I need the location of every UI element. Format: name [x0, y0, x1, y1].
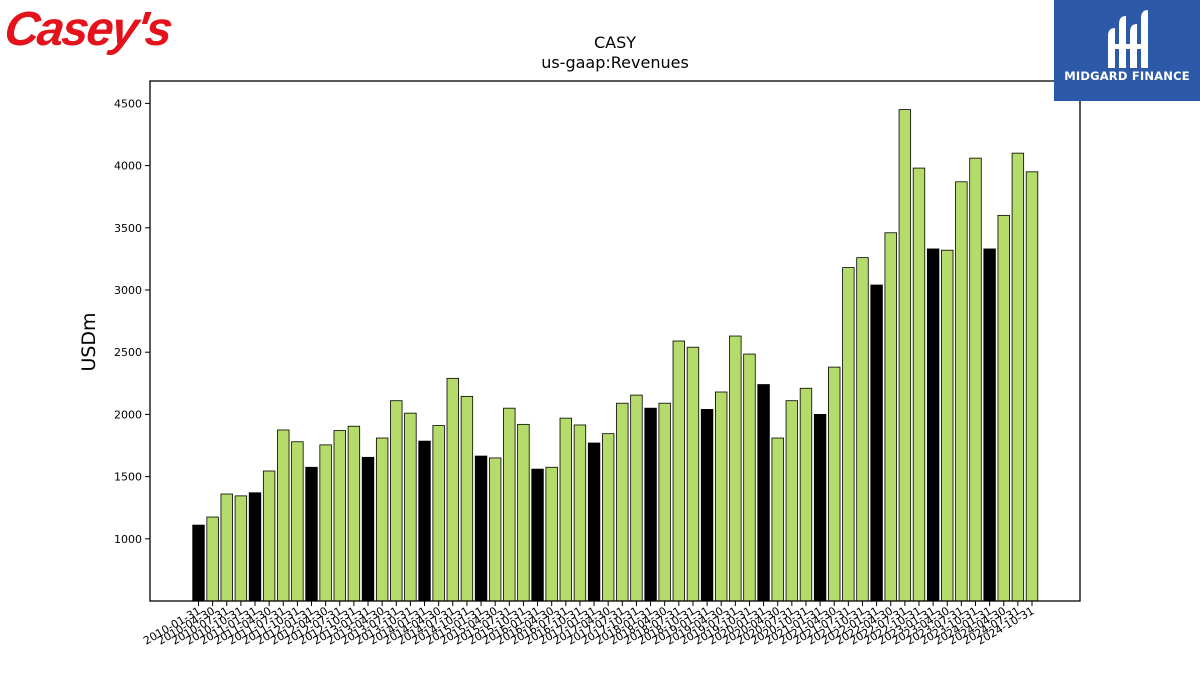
chart-subtitle: us-gaap:Revenues	[541, 53, 689, 72]
y-tick-label: 3000	[114, 284, 142, 297]
y-tick-label: 1000	[114, 533, 142, 546]
bar-2010-04-30	[206, 516, 219, 602]
bar-2024-10-31	[1025, 171, 1039, 602]
bar-2022-04-30	[884, 232, 897, 602]
bar-2018-07-31	[672, 340, 686, 602]
bar-2013-01-31	[361, 456, 375, 602]
bar-2012-04-30	[319, 444, 332, 602]
bar-2022-07-31	[898, 109, 912, 602]
bar-group	[192, 109, 1039, 602]
chart-title: CASY	[594, 33, 636, 52]
bar-2023-04-30	[941, 249, 954, 602]
bar-2019-01-31	[700, 409, 714, 602]
bar-2015-10-31	[517, 423, 530, 602]
bar-2012-01-31	[305, 466, 318, 602]
bar-2018-04-30	[658, 402, 671, 602]
bar-2020-10-31	[799, 387, 813, 602]
midgard-mark-icon	[1108, 10, 1148, 68]
bar-2017-01-31	[587, 442, 601, 602]
bar-2022-10-31	[912, 167, 926, 602]
bar-2010-01-31	[192, 524, 205, 602]
bar-2010-10-31	[234, 495, 248, 602]
bar-2019-07-31	[729, 335, 742, 602]
y-tick-label: 4500	[114, 97, 142, 110]
bar-2022-01-31	[870, 284, 883, 602]
y-tick-label: 1500	[114, 471, 142, 484]
bar-2015-01-31	[474, 455, 488, 602]
bar-2011-07-31	[277, 429, 290, 602]
bar-2019-04-30	[715, 391, 728, 602]
caseys-logo: Casey's	[1, 3, 175, 56]
bar-2013-07-31	[390, 400, 403, 602]
bar-2023-10-31	[969, 157, 982, 602]
bar-2014-07-31	[446, 377, 459, 602]
bar-2010-07-31	[220, 493, 233, 602]
bar-2020-04-30	[771, 437, 784, 602]
bar-2023-01-31	[926, 248, 940, 602]
bar-2013-10-31	[404, 412, 417, 602]
bar-2017-10-31	[630, 394, 643, 602]
y-tick-label: 2500	[114, 346, 142, 359]
bar-2013-04-30	[375, 437, 389, 602]
y-tick-label: 2000	[114, 408, 142, 421]
bar-2024-04-30	[997, 214, 1010, 602]
bar-2017-04-30	[601, 433, 615, 602]
bar-2011-01-31	[248, 492, 262, 602]
publisher-name: MIDGARD FINANCE	[1064, 69, 1190, 83]
y-tick-label: 3500	[114, 222, 142, 235]
bar-2014-04-30	[432, 425, 445, 602]
bar-2016-01-31	[531, 468, 544, 602]
bar-2020-07-31	[785, 400, 799, 602]
bar-2020-01-31	[757, 384, 770, 602]
bar-2021-04-30	[828, 366, 841, 602]
y-axis-label: USDm	[78, 312, 100, 371]
bar-2021-07-31	[842, 267, 855, 602]
bar-2014-01-31	[418, 440, 431, 602]
bar-2012-07-31	[333, 430, 346, 602]
bar-2018-10-31	[686, 346, 700, 602]
bar-2016-07-31	[559, 417, 572, 602]
bar-2011-04-30	[262, 470, 276, 602]
bar-2018-01-31	[644, 407, 657, 602]
bar-2021-01-31	[813, 413, 827, 602]
bar-2016-04-30	[545, 466, 558, 602]
bar-2024-07-31	[1011, 152, 1025, 602]
midgard-finance-logo: MIDGARD FINANCE	[1054, 0, 1200, 101]
y-tick-label: 4000	[114, 160, 142, 173]
bar-2016-10-31	[573, 424, 587, 602]
bar-2014-10-31	[460, 395, 474, 602]
bar-2023-07-31	[955, 181, 968, 602]
x-axis-ticks: 2010-01-312010-04-302010-07-312010-10-31…	[141, 601, 1037, 648]
bar-2019-10-31	[743, 353, 756, 602]
bar-2015-04-30	[488, 457, 502, 602]
bar-2011-10-31	[291, 441, 304, 602]
y-axis-ticks: 1000 1500 2000 2500 3000 3500 4000 4500	[114, 97, 150, 546]
bar-2012-10-31	[347, 425, 361, 602]
plot-frame	[149, 80, 1081, 602]
bar-2024-01-31	[983, 248, 996, 602]
bar-2021-10-31	[856, 257, 869, 602]
bar-2017-07-31	[616, 402, 629, 602]
bar-2015-07-31	[503, 407, 516, 602]
